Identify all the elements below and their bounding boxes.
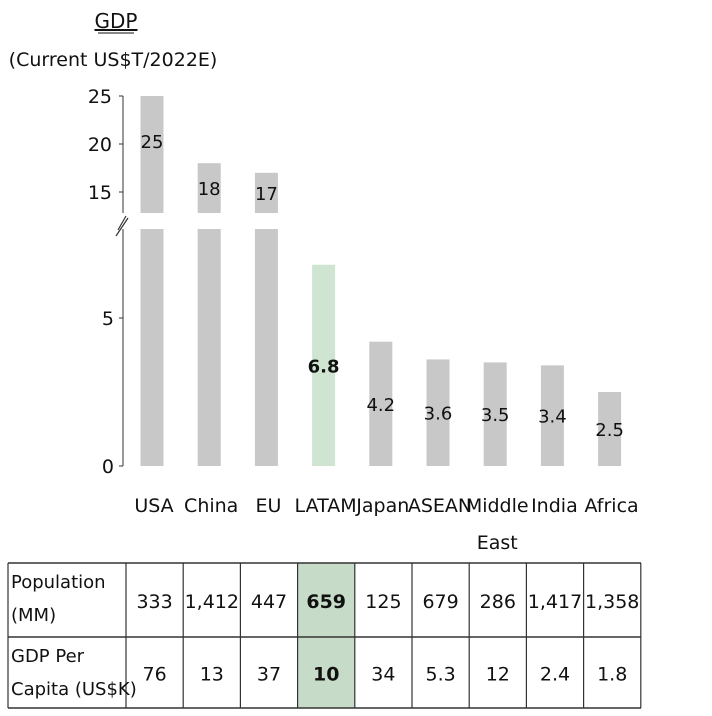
x-tick-label: LATAM: [295, 495, 357, 517]
table-cell: 1,417: [528, 591, 582, 613]
bar: [483, 362, 507, 466]
table-cell: 37: [257, 664, 281, 686]
table-cell: 679: [422, 591, 458, 613]
x-tick-label: USA: [134, 495, 173, 517]
axis-break-mark: [117, 215, 127, 231]
y-tick-label: 0: [102, 456, 114, 478]
table-cell: 5.3: [425, 664, 455, 686]
table-cell: 125: [365, 591, 401, 613]
table-row-label: Capita (US$K): [11, 679, 137, 700]
table-cell: 34: [371, 664, 395, 686]
chart-title: GDP: [95, 9, 138, 33]
bar: [254, 229, 278, 466]
table-cell: 659: [306, 591, 346, 613]
table-cell: 12: [486, 664, 510, 686]
table-row-label: (MM): [11, 605, 56, 626]
table-cell: 13: [200, 664, 224, 686]
axis-break-mark: [115, 217, 129, 237]
bar-upper-segment: [140, 96, 164, 213]
bar: [140, 229, 164, 466]
table-highlight-cell: [297, 563, 355, 708]
x-tick-label: India: [531, 495, 578, 517]
chart-subtitle: (Current US$T/2022E): [9, 49, 218, 71]
bar: [369, 341, 393, 466]
data-label: 3.5: [481, 405, 510, 426]
table-cell: 1.8: [597, 664, 627, 686]
table-cell: 10: [313, 664, 339, 686]
data-label: 17: [255, 184, 278, 205]
bar-upper-segment: [197, 163, 221, 213]
x-tick-label: Japan: [355, 495, 409, 517]
bar: [598, 392, 622, 466]
table-cell: 286: [480, 591, 516, 613]
table-row-label: Population: [11, 572, 106, 593]
x-tick-label: Middle: [466, 495, 529, 517]
table-cell: 2.4: [540, 664, 570, 686]
x-tick-label: East: [477, 532, 518, 554]
table-cell: 1,358: [585, 591, 639, 613]
x-tick-label: EU: [255, 495, 281, 517]
table-cell: 447: [251, 591, 287, 613]
data-label: 3.6: [424, 404, 453, 425]
data-label: 18: [198, 179, 221, 200]
y-tick-label: 25: [88, 86, 112, 108]
y-tick-label: 20: [88, 134, 112, 156]
bar: [312, 264, 336, 466]
data-label: 6.8: [308, 356, 340, 377]
bar: [197, 229, 221, 466]
x-tick-label: Africa: [584, 495, 638, 517]
data-label: 3.4: [538, 407, 567, 428]
table-cell: 76: [143, 664, 167, 686]
y-tick-label: 15: [88, 182, 112, 204]
table-cell: 333: [136, 591, 172, 613]
y-tick-label: 5: [102, 308, 114, 330]
bar-upper-segment: [254, 172, 278, 213]
x-tick-label: ASEAN: [408, 495, 472, 517]
table-row-label: GDP Per: [11, 646, 85, 667]
bar: [426, 359, 450, 466]
data-label: 25: [141, 132, 164, 153]
data-label: 2.5: [595, 420, 624, 441]
data-label: 4.2: [366, 395, 395, 416]
x-tick-label: China: [184, 495, 238, 517]
bar: [540, 365, 564, 466]
table-cell: 1,412: [185, 591, 239, 613]
